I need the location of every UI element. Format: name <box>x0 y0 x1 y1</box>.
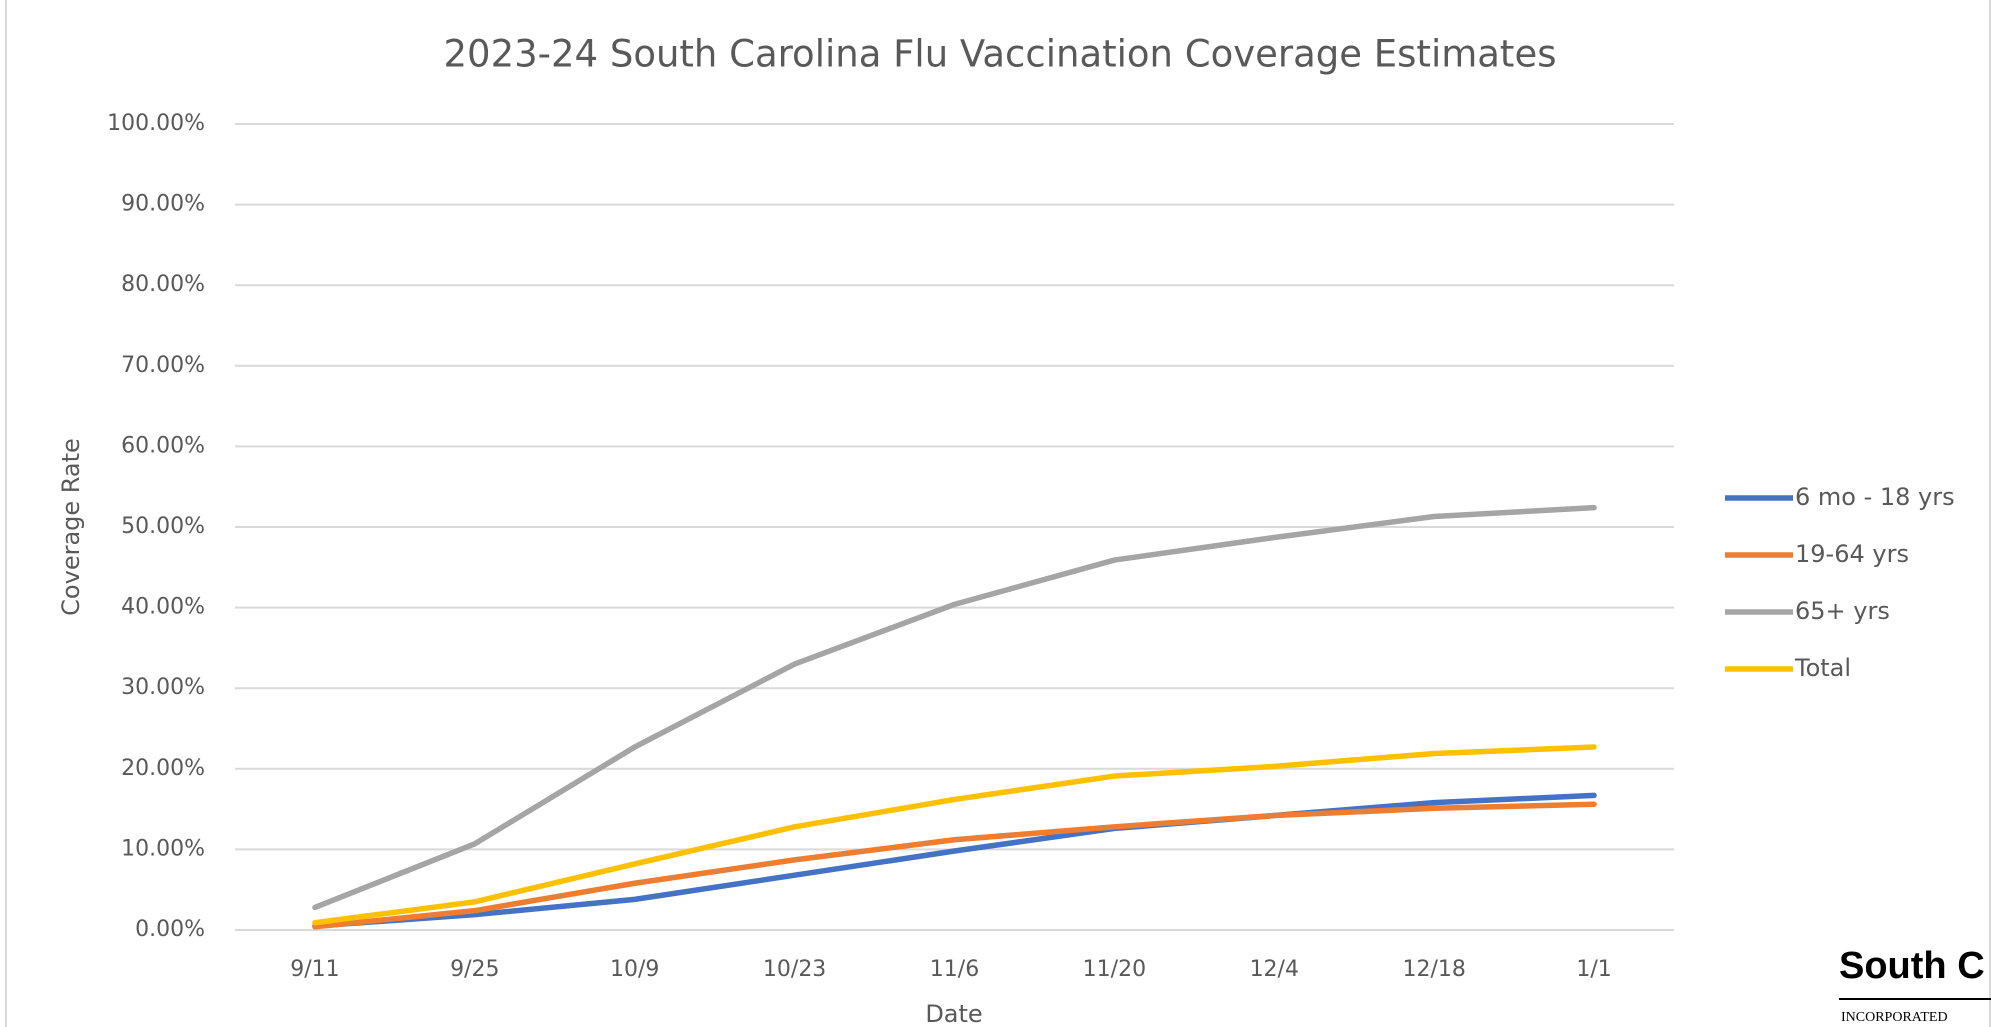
x-tick-label: 1/1 <box>1576 957 1611 982</box>
y-tick-label: 40.00% <box>121 595 205 620</box>
x-tick-label: 10/9 <box>610 957 659 982</box>
y-tick-label: 50.00% <box>121 514 205 539</box>
y-tick-label: 60.00% <box>121 433 205 458</box>
x-tick-label: 11/6 <box>930 957 979 982</box>
legend-label: 6 mo - 18 yrs <box>1795 483 1955 511</box>
y-tick-label: 10.00% <box>121 836 205 861</box>
logo-name: South C <box>1839 945 1985 987</box>
x-tick-label: 11/20 <box>1083 957 1146 982</box>
series-line <box>312 744 1597 926</box>
y-axis-label: Coverage Rate <box>57 438 85 616</box>
legend-label: 19-64 yrs <box>1795 540 1909 568</box>
x-tick-label: 12/4 <box>1250 957 1299 982</box>
series-line <box>312 801 1597 930</box>
x-axis-label: Date <box>925 1000 982 1027</box>
x-tick-label: 12/18 <box>1402 957 1465 982</box>
series-line <box>312 792 1597 929</box>
logo-tagline: INCORPORATED <box>1841 1010 1948 1025</box>
y-tick-label: 70.00% <box>121 353 205 378</box>
y-tick-label: 30.00% <box>121 675 205 700</box>
y-tick-label: 80.00% <box>121 272 205 297</box>
chart-border <box>5 0 1991 1027</box>
y-tick-label: 0.00% <box>135 917 205 942</box>
legend-label: Total <box>1794 654 1851 682</box>
y-tick-label: 20.00% <box>121 756 205 781</box>
series-line <box>312 504 1597 911</box>
chart-title: 2023-24 South Carolina Flu Vaccination C… <box>444 33 1557 76</box>
y-tick-label: 90.00% <box>121 192 205 217</box>
y-tick-label: 100.00% <box>107 111 205 136</box>
legend-label: 65+ yrs <box>1795 597 1890 625</box>
x-tick-label: 10/23 <box>763 957 826 982</box>
x-tick-label: 9/25 <box>450 957 499 982</box>
x-tick-label: 9/11 <box>290 957 339 982</box>
